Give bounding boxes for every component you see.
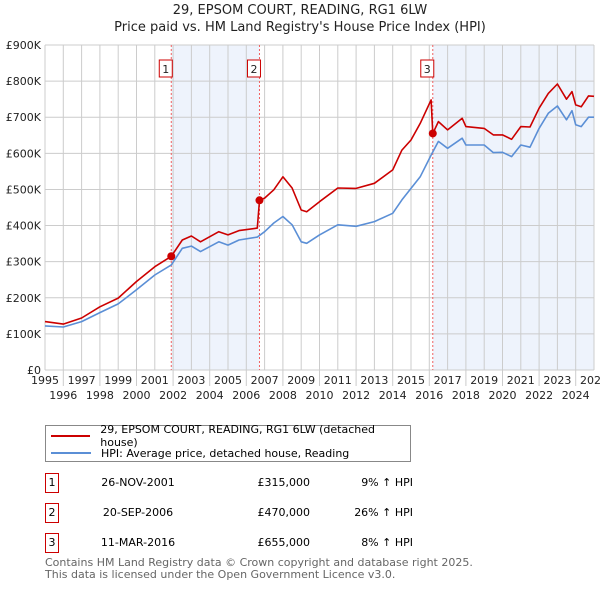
transaction-number: 1 [45, 473, 59, 493]
x-tick-label: 2007 [251, 374, 279, 387]
x-tick-label: 2005 [214, 374, 242, 387]
shaded-period-1 [171, 45, 260, 370]
y-tick-label: £300K [6, 256, 42, 269]
chart-subtitle: Price paid vs. HM Land Registry's House … [114, 20, 486, 35]
x-tick-label: 2024 [562, 389, 590, 402]
sale-point [255, 196, 264, 205]
x-tick-label: 2004 [196, 389, 224, 402]
x-tick-label: 1999 [104, 374, 132, 387]
sale-label-box [420, 59, 435, 78]
x-tick-label: 2017 [434, 374, 462, 387]
x-tick-label: 2012 [342, 389, 370, 402]
footer-line-2: This data is licensed under the Open Gov… [45, 568, 396, 581]
transaction-date: 26-NOV-2001 [101, 476, 175, 489]
x-tick-label: 2025 [580, 374, 600, 387]
legend-label-hpi: HPI: Average price, detached house, Read… [101, 446, 350, 460]
footer-line-1: Contains HM Land Registry data © Crown c… [45, 556, 473, 569]
footer: Contains HM Land Registry data © Crown c… [45, 557, 473, 581]
x-tick-label: 2015 [397, 374, 425, 387]
x-tick-label: 1995 [31, 374, 59, 387]
y-tick-label: £800K [6, 75, 42, 88]
y-tick-label: £400K [6, 220, 42, 233]
y-tick-label: £0 [27, 364, 41, 377]
y-tick-label: £900K [6, 39, 42, 52]
x-tick-label: 1996 [49, 389, 77, 402]
legend-swatch-hpi [51, 452, 91, 454]
price-chart: 1995 1996 1997 1998 1999 2000 2001 2002 2003 2004… [6, 39, 600, 402]
transaction-hpi-change: 8% ↑ HPI [361, 536, 413, 549]
x-tick-label: 2019 [470, 374, 498, 387]
x-tick-label: 2001 [141, 374, 169, 387]
x-tick-label: 2000 [123, 389, 151, 402]
transaction-price: £315,000 [257, 476, 311, 489]
chart-title: 29, EPSOM COURT, READING, RG1 6LW [172, 3, 428, 18]
x-tick-label: 2023 [543, 374, 571, 387]
transaction-number: 3 [45, 533, 59, 553]
legend-label-property: 29, EPSOM COURT, READING, RG1 6LW (detac… [100, 423, 375, 449]
x-tick-label: 2003 [177, 374, 205, 387]
y-tick-label: £200K [6, 292, 42, 305]
x-tick-label: 1998 [86, 389, 114, 402]
legend-item-hpi: HPI: Average price, detached house, Read… [46, 445, 349, 461]
sale-label-box [246, 59, 261, 78]
x-tick-label: 2006 [232, 389, 260, 402]
hpi-line [44, 105, 594, 328]
transaction-hpi-change: 9% ↑ HPI [361, 476, 413, 489]
x-tick-label: 2021 [507, 374, 535, 387]
sale-point [428, 129, 437, 138]
y-tick-label: £700K [6, 111, 42, 124]
x-tick-label: 2022 [525, 389, 553, 402]
x-tick-label: 2010 [306, 389, 334, 402]
sale-label: 1 [162, 63, 169, 76]
property-price-line [44, 83, 595, 325]
transaction-row: 1 26-NOV-2001 £315,000 9% ↑ HPI [45, 473, 465, 493]
transaction-date: 20-SEP-2006 [102, 506, 174, 519]
transaction-row: 3 11-MAR-2016 £655,000 8% ↑ HPI [45, 533, 465, 553]
x-tick-label: 2009 [287, 374, 315, 387]
x-tick-label: 2014 [379, 389, 407, 402]
legend-item-property: 29, EPSOM COURT, READING, RG1 6LW (detac… [46, 423, 410, 449]
x-tick-label: 1997 [68, 374, 96, 387]
x-tick-label: 2016 [415, 389, 443, 402]
sale-label: 2 [250, 63, 257, 76]
x-tick-label: 2018 [452, 389, 480, 402]
sale-point [167, 252, 176, 261]
transaction-price: £655,000 [257, 536, 311, 549]
legend-swatch-property [51, 435, 91, 437]
y-tick-label: £100K [6, 328, 42, 341]
legend: 29, EPSOM COURT, READING, RG1 6LW (detac… [45, 423, 411, 462]
transaction-hpi-change: 26% ↑ HPI [354, 506, 413, 519]
x-tick-label: 2011 [324, 374, 352, 387]
x-tick-label: 2020 [489, 389, 517, 402]
x-tick-label: 2002 [159, 389, 187, 402]
x-tick-label: 2013 [360, 374, 388, 387]
transaction-date: 11-MAR-2016 [100, 536, 176, 549]
transaction-price: £470,000 [257, 506, 311, 519]
x-tick-label: 2008 [269, 389, 297, 402]
transaction-number: 2 [45, 503, 59, 523]
transaction-row: 2 20-SEP-2006 £470,000 26% ↑ HPI [45, 503, 465, 523]
y-tick-label: £600K [6, 147, 42, 160]
sale-label: 3 [424, 63, 431, 76]
sale-label-box [158, 59, 173, 78]
y-tick-label: £500K [6, 183, 42, 196]
